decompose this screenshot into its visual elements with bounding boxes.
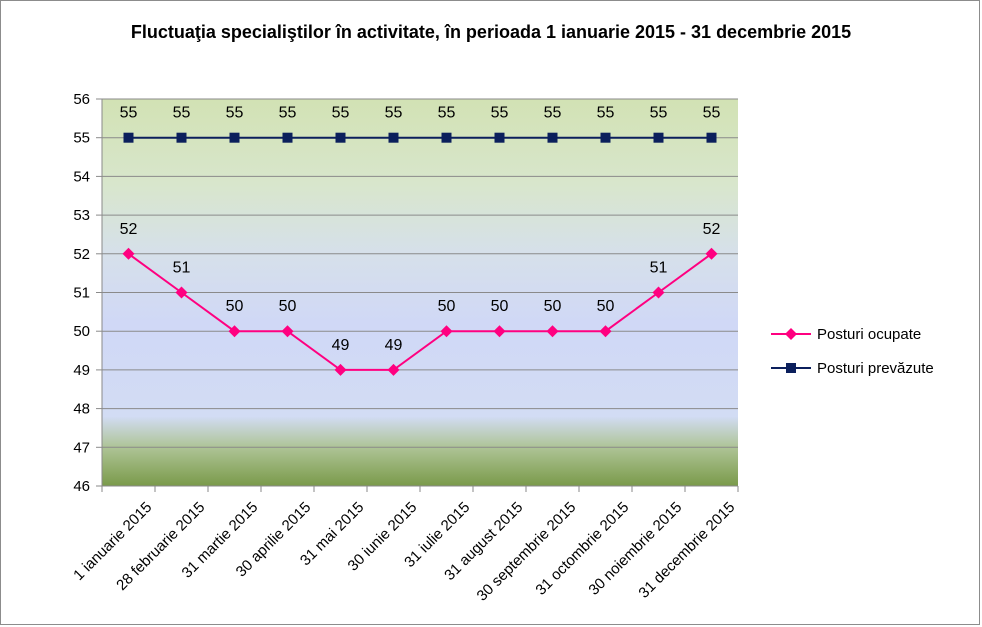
data-point: [335, 132, 346, 143]
data-point: [228, 325, 241, 338]
data-point: [600, 132, 611, 143]
data-point: [282, 132, 293, 143]
data-label: 50: [597, 298, 615, 315]
x-tick-label: 31 decembrie 2015: [635, 499, 738, 602]
data-point: [494, 132, 505, 143]
data-label: 51: [173, 260, 191, 277]
data-point: [176, 132, 187, 143]
data-point: [122, 247, 135, 260]
data-point: [387, 363, 400, 376]
data-point: [599, 325, 612, 338]
data-point: [546, 325, 559, 338]
y-tick-label: 56: [73, 91, 90, 108]
data-point: [653, 132, 664, 143]
y-tick-label: 48: [73, 401, 90, 418]
data-label: 52: [120, 221, 138, 238]
data-label: 55: [279, 105, 297, 122]
series-line: [127, 252, 713, 371]
data-label: 55: [597, 105, 615, 122]
data-label: 49: [385, 337, 403, 354]
data-label: 50: [544, 298, 562, 315]
y-tick-label: 55: [73, 130, 90, 147]
legend-entry: Posturi ocupate: [817, 326, 921, 343]
y-tick-label: 50: [73, 323, 90, 340]
data-label: 55: [491, 105, 509, 122]
chart-title: Fluctuaţia specialiştilor în activitate,…: [130, 22, 852, 42]
data-label: 55: [438, 105, 456, 122]
y-tick-label: 49: [73, 362, 90, 379]
x-tick-label: 30 noiembrie 2015: [585, 499, 685, 599]
data-label: 50: [279, 298, 297, 315]
x-tick-label: 30 septembrie 2015: [474, 499, 580, 605]
x-tick-label: 31 octombrie 2015: [532, 499, 632, 599]
data-label: 55: [703, 105, 721, 122]
data-point: [441, 132, 452, 143]
data-label: 52: [703, 221, 721, 238]
y-tick-label: 54: [73, 168, 90, 185]
y-tick-label: 51: [73, 285, 90, 302]
data-point: [493, 325, 506, 338]
data-label: 55: [385, 105, 403, 122]
x-tick-label: 28 februarie 2015: [113, 499, 208, 594]
data-label: 50: [491, 298, 509, 315]
data-point: [175, 286, 188, 299]
data-point: [652, 286, 665, 299]
data-point: [705, 247, 718, 260]
y-tick-label: 47: [73, 439, 90, 456]
y-tick-label: 52: [73, 246, 90, 263]
data-point: [123, 132, 134, 143]
data-label: 49: [332, 337, 350, 354]
data-point: [547, 132, 558, 143]
y-tick-label: 46: [73, 478, 90, 495]
legend-marker: [785, 328, 797, 340]
data-label: 55: [173, 105, 191, 122]
data-label: 55: [332, 105, 350, 122]
data-point: [229, 132, 240, 143]
data-label: 55: [544, 105, 562, 122]
data-point: [388, 132, 399, 143]
legend-entry: Posturi prevăzute: [817, 360, 934, 377]
data-label: 50: [226, 298, 244, 315]
data-label: 55: [120, 105, 138, 122]
data-point: [440, 325, 453, 338]
legend-marker: [786, 363, 796, 373]
y-tick-label: 53: [73, 207, 90, 224]
data-point: [706, 132, 717, 143]
data-label: 55: [226, 105, 244, 122]
data-label: 51: [650, 260, 668, 277]
data-label: 50: [438, 298, 456, 315]
data-point: [281, 325, 294, 338]
data-label: 55: [650, 105, 668, 122]
data-point: [334, 363, 347, 376]
